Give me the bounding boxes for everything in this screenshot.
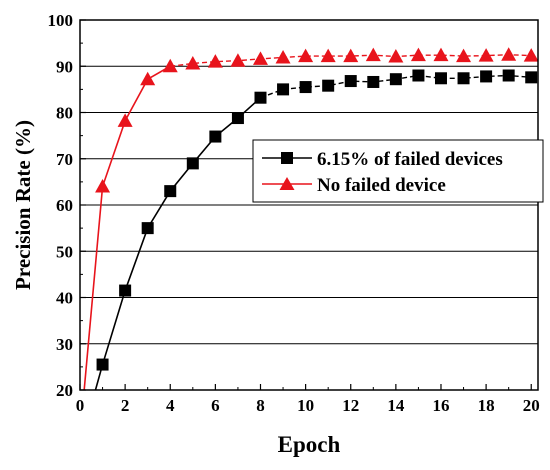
x-tick-label: 8 [256, 396, 265, 415]
data-point [502, 69, 515, 82]
data-point [389, 73, 402, 86]
data-point [480, 70, 493, 83]
legend: 6.15% of failed devices No failed device [252, 139, 544, 203]
legend-label-no-failed: No failed device [317, 175, 446, 196]
data-point [434, 72, 447, 85]
data-point [231, 112, 244, 125]
y-tick-label: 70 [56, 150, 73, 169]
data-point [433, 47, 449, 62]
series-0 [94, 69, 538, 390]
x-axis-title: Epoch [278, 432, 341, 457]
series-layer [83, 47, 538, 390]
data-point [230, 53, 246, 67]
x-tick-label: 16 [432, 396, 449, 415]
data-point [186, 157, 199, 170]
data-point [117, 113, 133, 127]
y-tick-label: 40 [56, 289, 73, 308]
x-tick-label: 18 [478, 396, 495, 415]
data-point [207, 54, 223, 68]
data-point [322, 79, 335, 92]
y-tick-label: 30 [56, 335, 73, 354]
data-point [456, 48, 472, 63]
data-point [523, 48, 538, 62]
axis-ticks: 20 30 40 50 60 70 80 90 100 0 2 4 6 8 10 12 14 16 18 20 [48, 11, 540, 415]
legend-marker-failed [281, 152, 293, 164]
data-point [252, 51, 268, 65]
y-tick-label: 60 [56, 196, 73, 215]
y-tick-label: 80 [56, 104, 73, 123]
data-point [410, 47, 426, 62]
data-point [254, 91, 267, 104]
data-point [457, 72, 470, 85]
data-point [299, 81, 312, 94]
x-tick-label: 4 [166, 396, 175, 415]
x-tick-label: 6 [211, 396, 220, 415]
y-tick-label: 20 [56, 381, 73, 400]
y-tick-label: 90 [56, 57, 73, 76]
data-point [275, 49, 291, 64]
data-point [320, 48, 336, 63]
legend-box [252, 139, 544, 203]
data-point [277, 83, 290, 96]
data-point [365, 47, 381, 62]
data-point [478, 48, 494, 62]
grid-lines [80, 65, 538, 345]
data-point [185, 55, 201, 70]
x-tick-label: 20 [523, 396, 540, 415]
data-point [96, 358, 109, 371]
x-tick-label: 0 [76, 396, 85, 415]
series-line [94, 97, 262, 390]
data-point [412, 69, 425, 82]
data-point [525, 71, 538, 84]
y-axis-title: Precision Rate (%) [11, 120, 35, 290]
y-tick-label: 100 [48, 11, 74, 30]
data-point [140, 71, 156, 86]
data-point [162, 58, 178, 73]
data-point [343, 48, 359, 63]
x-tick-label: 10 [297, 396, 314, 415]
data-point [298, 48, 314, 63]
data-point [501, 47, 517, 61]
y-tick-label: 50 [56, 242, 73, 261]
legend-label-failed: 6.15% of failed devices [317, 149, 503, 170]
x-tick-label: 14 [387, 396, 405, 415]
data-point [367, 75, 380, 88]
x-tick-label: 2 [121, 396, 130, 415]
data-point [95, 179, 111, 193]
data-point [119, 284, 132, 297]
legend-marker-no-failed [279, 177, 295, 190]
data-point [388, 49, 404, 63]
series-1 [83, 47, 538, 390]
data-point [164, 185, 177, 198]
data-point [141, 222, 154, 235]
data-point [209, 130, 222, 143]
data-point [344, 75, 357, 88]
x-tick-label: 12 [342, 396, 359, 415]
